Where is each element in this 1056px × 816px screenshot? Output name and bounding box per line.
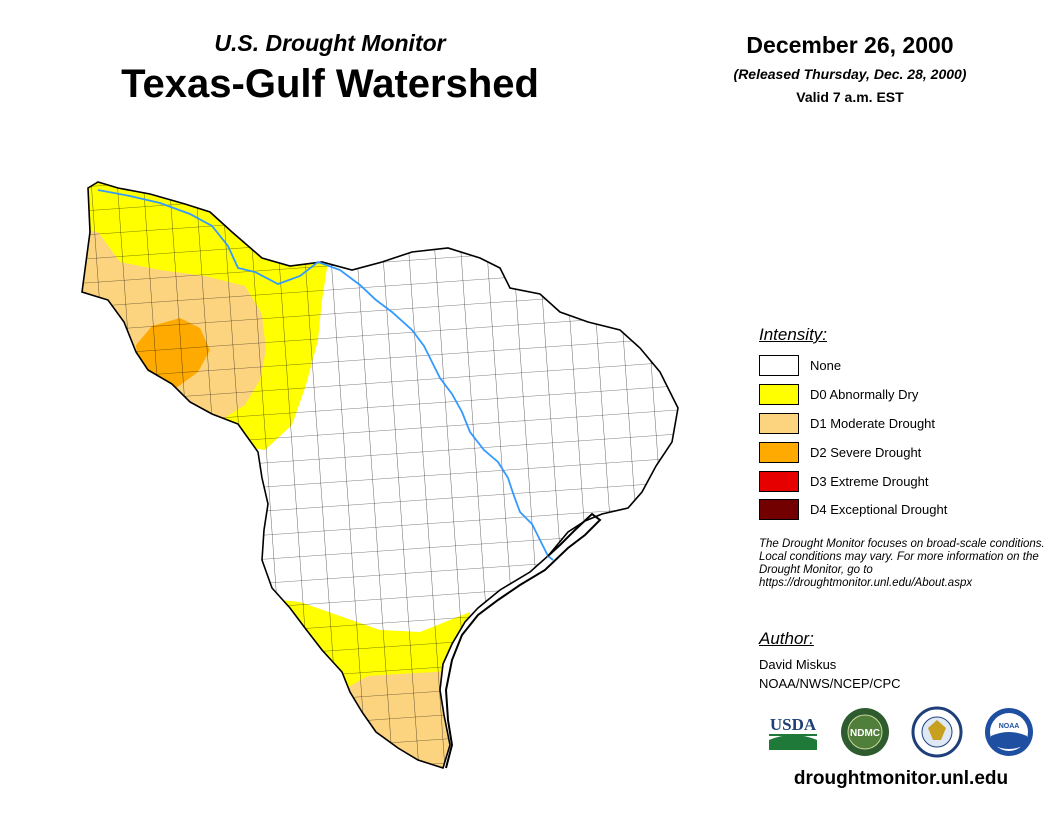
legend-swatch (759, 499, 799, 520)
legend-swatch (759, 442, 799, 463)
legend-swatch (759, 384, 799, 405)
ndmc-logo: NDMC (841, 708, 889, 756)
legend-swatch (759, 413, 799, 434)
map-title: Texas-Gulf Watershed (121, 62, 539, 106)
map-date: December 26, 2000 (746, 32, 954, 58)
legend-heading: Intensity: (759, 325, 828, 344)
legend-label: D0 Abnormally Dry (810, 387, 919, 402)
legend-label: D3 Extreme Drought (810, 474, 929, 489)
eagle-icon (928, 720, 946, 740)
disclaimer-note: The Drought Monitor focuses on broad-sca… (759, 538, 1045, 589)
red-river (97, 189, 554, 561)
release-date: (Released Thursday, Dec. 28, 2000) (733, 66, 967, 82)
author-name: David Miskus (759, 657, 837, 672)
ndmc-logo-center (847, 714, 883, 750)
valid-time: Valid 7 a.m. EST (796, 89, 904, 105)
noaa-logo-text: NOAA (999, 723, 1020, 730)
map-subtitle: U.S. Drought Monitor (214, 30, 446, 56)
legend-swatch (759, 471, 799, 492)
legend-label: D2 Severe Drought (810, 445, 922, 460)
legend-label: D1 Moderate Drought (810, 416, 936, 431)
usda-logo-text: USDA (770, 715, 817, 734)
ndmc-logo-text: NDMC (850, 728, 880, 739)
usda-logo: USDA (769, 715, 817, 750)
legend-label: None (810, 358, 842, 373)
usda-logo-stripe (769, 734, 817, 736)
usda-logo-field (769, 735, 817, 750)
website-link[interactable]: droughtmonitor.unl.edu (793, 768, 1009, 789)
drought-areas (82, 182, 678, 768)
noaa-wave-icon (991, 732, 1027, 749)
author-heading: Author: (759, 629, 814, 648)
gulf-coastline (444, 512, 602, 769)
commerce-seal-logo (911, 706, 963, 758)
partner-logos: USDA NDMC NOAA (769, 706, 1033, 758)
author-organization: NOAA/NWS/NCEP/CPC (759, 676, 901, 691)
watershed-map (81, 181, 679, 770)
watershed-boundary (81, 181, 679, 770)
county-lines (82, 182, 678, 768)
noaa-logo: NOAA (985, 708, 1033, 756)
legend-swatch (759, 355, 799, 376)
legend-label: D4 Exceptional Drought (810, 502, 948, 517)
